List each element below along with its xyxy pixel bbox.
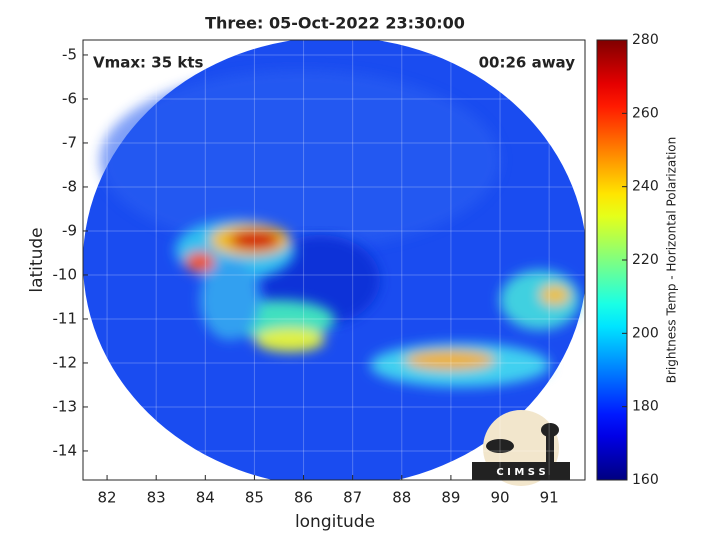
colorbar-tick-label: 240 xyxy=(632,179,659,195)
x-tick-label: 85 xyxy=(245,489,264,507)
y-tick-label: -7 xyxy=(62,133,77,151)
annotation: Vmax: 35 kts xyxy=(93,54,203,72)
y-tick-label: -9 xyxy=(62,221,77,239)
colorbar-tick-label: 200 xyxy=(632,325,659,341)
imagery xyxy=(83,40,585,480)
grid xyxy=(83,40,585,480)
colorbar-tick-label: 280 xyxy=(632,32,659,48)
x-tick-label: 90 xyxy=(490,489,509,507)
colorbar-tick-label: 180 xyxy=(632,399,659,415)
x-tick-label: 87 xyxy=(343,489,362,507)
colorbar-tick-label: 260 xyxy=(632,105,659,121)
y-tick-label: -5 xyxy=(62,45,77,63)
x-axis-label: longitude xyxy=(295,512,375,532)
x-tick-label: 91 xyxy=(540,489,559,507)
x-tick-label: 84 xyxy=(196,489,215,507)
logo-text: C I M S S xyxy=(496,467,545,478)
x-tick-label: 82 xyxy=(98,489,117,507)
x-tick-label: 88 xyxy=(392,489,411,507)
colorbar-tick-label: 220 xyxy=(632,252,659,268)
y-tick-label: -10 xyxy=(53,265,78,283)
y-tick-label: -6 xyxy=(62,89,77,107)
plot-frame xyxy=(82,39,586,481)
y-tick-label: -14 xyxy=(53,441,78,459)
y-tick-label: -11 xyxy=(53,309,78,327)
cimss-logo: C I M S S xyxy=(472,410,570,486)
y-tick-label: -8 xyxy=(62,177,77,195)
x-tick-label: 83 xyxy=(147,489,166,507)
y-tick-label: -13 xyxy=(53,397,78,415)
annotation: 00:26 away xyxy=(479,54,576,72)
colorbar-label: Brightness Temp - Horizontal Polarizatio… xyxy=(665,137,679,384)
colorbar-tick-label: 160 xyxy=(632,472,659,488)
x-tick-label: 86 xyxy=(294,489,313,507)
chart-title: Three: 05-Oct-2022 23:30:00 xyxy=(205,14,465,33)
y-axis-label: latitude xyxy=(27,227,47,292)
x-tick-label: 89 xyxy=(441,489,460,507)
y-tick-label: -12 xyxy=(53,353,78,371)
